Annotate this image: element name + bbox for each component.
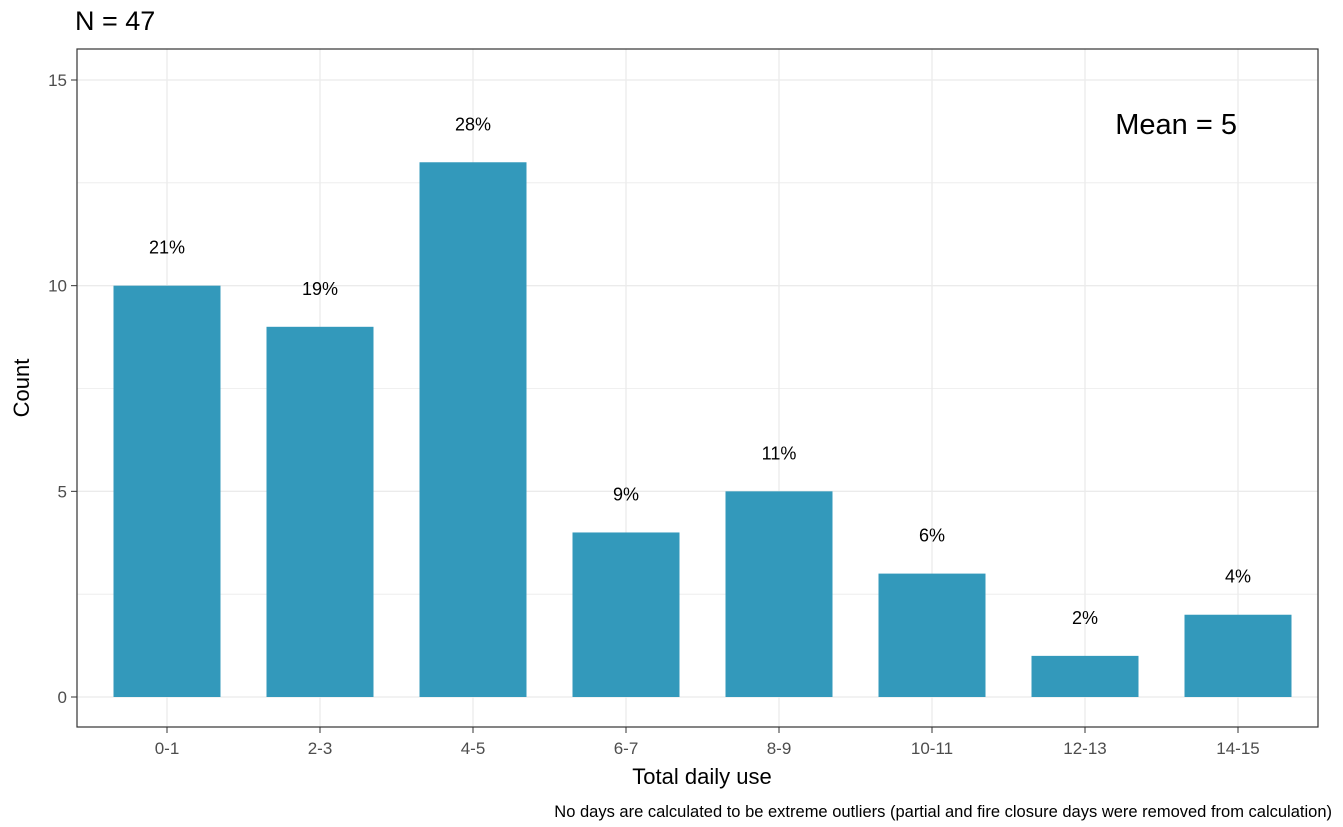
x-axis: 0-1 2-3 4-5 6-7 8-9 10-11 12-13 14-15: [155, 727, 1260, 758]
data-label: 4%: [1225, 567, 1251, 587]
bar-6-7: [572, 532, 680, 697]
mean-annotation: Mean = 5: [1115, 109, 1237, 141]
bars: [113, 162, 1292, 697]
x-tick-label: 12-13: [1063, 739, 1106, 758]
bar-8-9: [725, 491, 833, 697]
plot-panel-border: [76, 48, 1319, 728]
bar-14-15: [1184, 614, 1292, 697]
x-axis-title: Total daily use: [632, 764, 771, 789]
x-tick-label: 8-9: [767, 739, 792, 758]
x-tick-label: 0-1: [155, 739, 180, 758]
y-axis: 0 5 10 15: [48, 71, 77, 707]
data-label: 11%: [762, 443, 797, 463]
data-label: 6%: [919, 526, 945, 546]
y-tick-label: 15: [48, 71, 67, 90]
data-label: 19%: [302, 279, 338, 299]
bar-10-11: [878, 573, 986, 697]
chart-caption: No days are calculated to be extreme out…: [554, 803, 1332, 821]
y-tick-label: 10: [48, 277, 67, 296]
data-label: 28%: [455, 114, 491, 134]
y-tick-label: 0: [58, 688, 67, 707]
bar-0-1: [113, 285, 221, 697]
data-label: 21%: [149, 238, 185, 258]
x-tick-label: 4-5: [461, 739, 486, 758]
x-tick-label: 10-11: [911, 739, 953, 758]
bar-12-13: [1031, 655, 1139, 697]
y-axis-title: Count: [9, 359, 34, 418]
data-label: 2%: [1072, 608, 1098, 628]
data-labels: 21% 19% 28% 9% 11% 6% 2% 4%: [149, 114, 1251, 628]
data-label: 9%: [613, 484, 639, 504]
grid-lines: [77, 49, 1318, 727]
bar-4-5: [419, 162, 527, 697]
chart-title: N = 47: [75, 6, 155, 36]
x-tick-label: 6-7: [614, 739, 639, 758]
bar-2-3: [266, 326, 374, 697]
x-tick-label: 2-3: [308, 739, 333, 758]
x-tick-label: 14-15: [1216, 739, 1259, 758]
y-tick-label: 5: [58, 482, 67, 501]
